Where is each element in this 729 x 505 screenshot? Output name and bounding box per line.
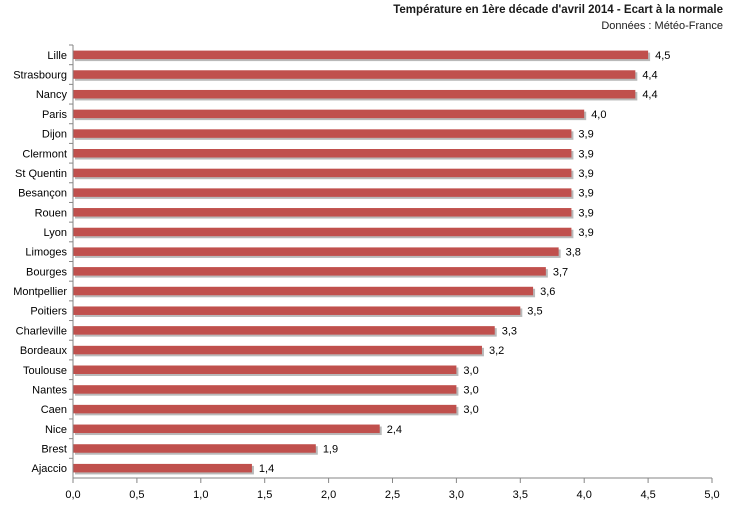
- bar: [73, 267, 546, 276]
- category-label: Limoges: [25, 247, 67, 259]
- chart-title: Température en 1ère décade d'avril 2014 …: [393, 4, 723, 16]
- bar: [73, 306, 521, 315]
- category-label: Caen: [41, 404, 67, 416]
- category-label: Lille: [47, 50, 67, 62]
- bar: [73, 286, 534, 296]
- category-label: Strasbourg: [13, 70, 67, 82]
- bar: [73, 70, 636, 79]
- data-label: 4,5: [655, 50, 670, 62]
- category-label: Rouen: [35, 207, 67, 219]
- bar: [73, 345, 482, 355]
- data-label: 3,0: [463, 404, 478, 416]
- data-label: 3,5: [527, 306, 542, 318]
- category-label: Nantes: [32, 384, 67, 396]
- x-tick-label: 0,0: [65, 489, 80, 501]
- data-label: 1,4: [259, 463, 274, 475]
- data-label: 4,0: [591, 109, 606, 121]
- category-label: Ajaccio: [32, 463, 67, 475]
- category-label: Charleville: [16, 325, 67, 337]
- category-label: Poitiers: [30, 306, 67, 318]
- bar: [73, 208, 572, 217]
- data-label: 3,2: [489, 345, 504, 357]
- x-tick-label: 1,0: [193, 489, 208, 501]
- category-label: Bordeaux: [20, 345, 68, 357]
- bar: [73, 227, 572, 237]
- x-axis-ticks: 0,0 0,5 1,0 1,5 2,0 2,5 3,0 3,5 4,0 4,5 5,0: [65, 478, 720, 501]
- bar: [73, 247, 559, 256]
- bar: [73, 188, 572, 197]
- bar: [73, 168, 572, 178]
- data-label: 3,9: [578, 168, 593, 180]
- data-label: 4,4: [642, 89, 657, 101]
- bar: [73, 326, 495, 335]
- category-label: Lyon: [44, 227, 67, 239]
- data-label: 3,6: [540, 286, 555, 298]
- x-tick-label: 2,5: [385, 489, 400, 501]
- category-label: Clermont: [22, 148, 67, 160]
- bar: [73, 404, 457, 414]
- x-tick-label: 3,0: [449, 489, 464, 501]
- bar: [73, 50, 649, 60]
- category-label: Brest: [41, 443, 67, 455]
- category-label: Montpellier: [13, 286, 67, 298]
- bar: [73, 109, 585, 119]
- category-label: St Quentin: [15, 168, 67, 180]
- bar: [73, 385, 457, 394]
- bar: [73, 365, 457, 374]
- data-label: 3,8: [566, 247, 581, 259]
- bar: [73, 149, 572, 158]
- x-tick-label: 1,5: [257, 489, 272, 501]
- category-label: Nice: [45, 424, 67, 436]
- x-tick-label: 4,5: [640, 489, 655, 501]
- bar: [73, 129, 572, 138]
- category-label: Toulouse: [23, 365, 67, 377]
- data-label: 3,9: [578, 188, 593, 200]
- x-tick-label: 4,0: [577, 489, 592, 501]
- data-label: 3,9: [578, 227, 593, 239]
- data-label: 3,3: [502, 325, 517, 337]
- data-label: 3,7: [553, 266, 568, 278]
- x-tick-label: 0,5: [129, 489, 144, 501]
- category-label: Dijon: [42, 129, 67, 141]
- data-label: 3,0: [463, 384, 478, 396]
- data-label: 3,9: [578, 129, 593, 141]
- x-tick-label: 5,0: [704, 489, 719, 501]
- chart-marks: Lille 4,5 Strasbourg 4,4 Nancy 4,4 Paris 4,0 Dij…: [13, 44, 670, 475]
- data-label: 3,9: [578, 207, 593, 219]
- category-label: Bourges: [26, 266, 67, 278]
- bar: [73, 424, 380, 434]
- data-label: 4,4: [642, 70, 657, 82]
- data-label: 3,9: [578, 148, 593, 160]
- data-label: 2,4: [387, 424, 402, 436]
- category-label: Paris: [42, 109, 68, 121]
- data-label: 1,9: [323, 443, 338, 455]
- x-tick-label: 2,0: [321, 489, 336, 501]
- chart-subtitle: Données : Météo-France: [601, 20, 723, 32]
- bar: [73, 444, 316, 453]
- category-label: Nancy: [36, 89, 68, 101]
- bar: [73, 89, 636, 99]
- x-tick-label: 3,5: [513, 489, 528, 501]
- bar: [73, 463, 252, 473]
- category-label: Besançon: [18, 188, 67, 200]
- data-label: 3,0: [463, 365, 478, 377]
